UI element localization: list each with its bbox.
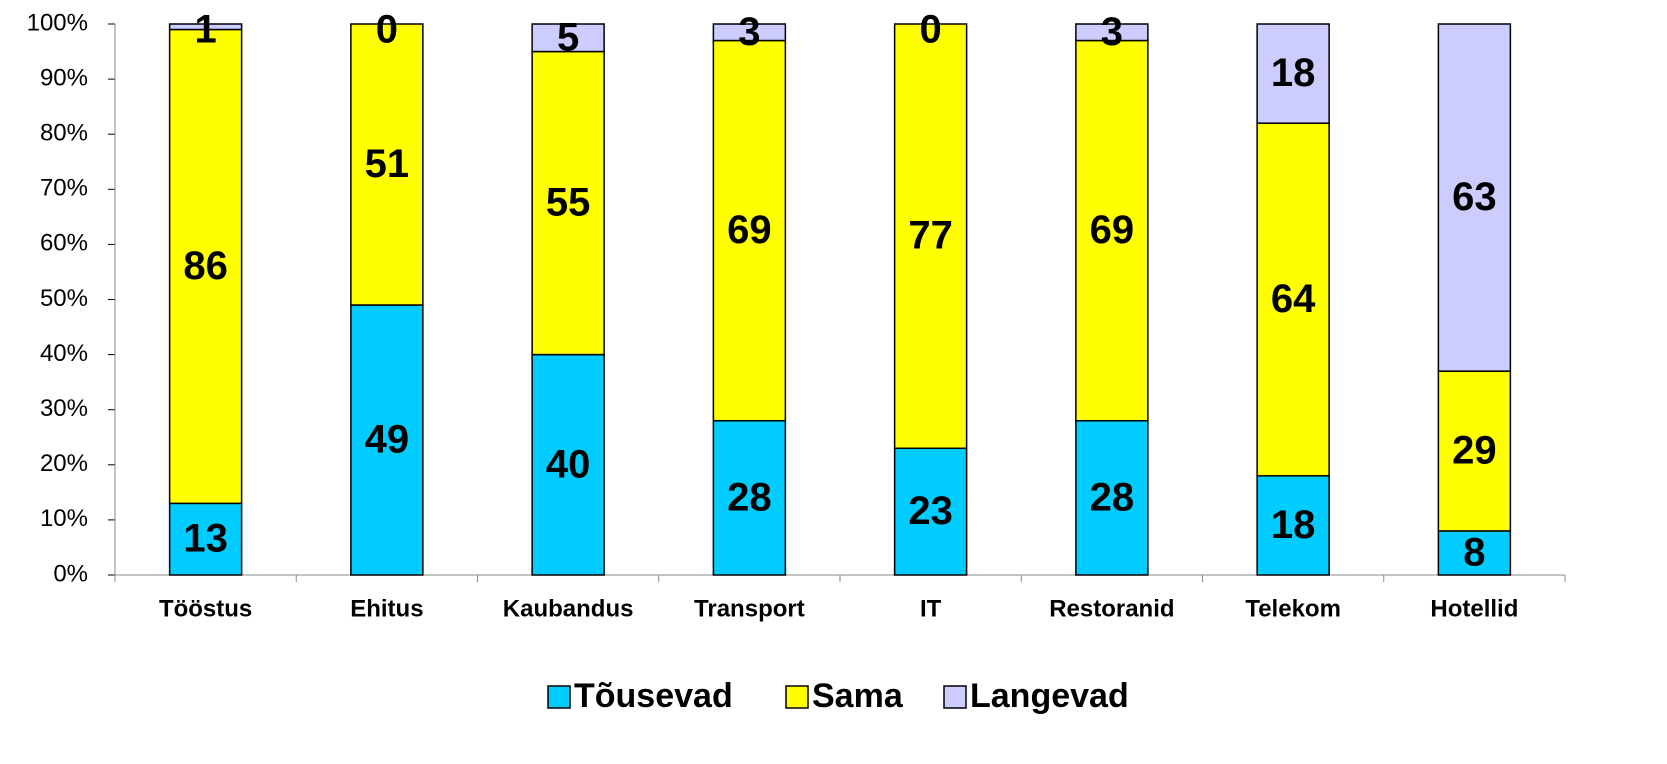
data-label: 8 (1463, 531, 1485, 575)
bar-segment (168, 23, 243, 31)
data-label: 55 (546, 181, 591, 225)
bar-segment (168, 28, 243, 505)
data-label: 64 (1271, 277, 1316, 321)
legend-swatch (943, 685, 967, 709)
bar-segment (1437, 370, 1512, 532)
data-label: 77 (908, 214, 953, 258)
y-tick-label: 10% (40, 505, 88, 532)
y-tick-label: 80% (40, 120, 88, 147)
bar-segment (350, 304, 424, 576)
data-label: 5 (557, 15, 579, 59)
bar-segment (531, 50, 605, 356)
x-tick-label: IT (920, 595, 942, 622)
legend-label: Langevad (970, 677, 1129, 715)
x-tick-label: Kaubandus (503, 595, 634, 622)
legend-swatch (547, 685, 571, 709)
bar-segment (1437, 23, 1512, 372)
data-label: 63 (1452, 175, 1497, 219)
data-label: 28 (1090, 475, 1135, 519)
data-label: 3 (1101, 10, 1123, 54)
y-tick-label: 20% (40, 450, 88, 477)
x-tick-label: Transport (694, 595, 805, 622)
x-tick-label: Telekom (1245, 595, 1341, 622)
y-tick-label: 40% (40, 340, 88, 367)
data-label: 51 (365, 142, 410, 186)
legend-label: Tõusevad (574, 677, 733, 715)
data-label: 29 (1452, 429, 1497, 473)
data-label: 18 (1271, 503, 1316, 547)
bar-segment (531, 23, 605, 53)
bar-segment (893, 23, 968, 450)
data-label: 18 (1271, 51, 1316, 95)
x-tick-label: Tööstus (159, 595, 252, 622)
y-tick-label: 90% (40, 64, 88, 91)
legend-label: Sama (812, 677, 904, 715)
bar-segment (1256, 122, 1330, 477)
data-label: 0 (376, 8, 398, 52)
legend-swatch (785, 685, 809, 709)
bar-segment (712, 39, 787, 422)
bar-segment (1256, 475, 1330, 576)
y-tick-label: 50% (40, 285, 88, 312)
data-label: 40 (546, 442, 591, 486)
y-tick-label: 70% (40, 175, 88, 202)
data-label: 69 (1090, 208, 1135, 252)
data-label: 23 (908, 489, 953, 533)
bar-segment (1075, 39, 1149, 422)
bar-segment (1256, 23, 1330, 124)
data-label: 49 (365, 418, 410, 462)
y-tick-label: 100% (27, 9, 88, 36)
y-tick-label: 0% (53, 560, 88, 587)
bar-segment (350, 23, 424, 306)
bar-segment (712, 23, 787, 42)
y-tick-label: 30% (40, 395, 88, 422)
data-label: 3 (738, 10, 760, 54)
bar-segment (712, 419, 787, 576)
data-label: 28 (727, 475, 772, 519)
data-label: 86 (183, 244, 228, 288)
data-label: 13 (183, 517, 228, 561)
y-tick-label: 60% (40, 230, 88, 257)
bar-segment (1075, 23, 1149, 42)
data-label: 69 (727, 208, 772, 252)
x-tick-label: Restoranid (1049, 595, 1174, 622)
bar-segment (893, 447, 968, 576)
data-label: 0 (920, 8, 942, 52)
bar-segment (1075, 419, 1149, 576)
data-label: 1 (195, 8, 217, 52)
bar-segment (168, 502, 243, 576)
x-tick-label: Hotellid (1430, 595, 1518, 622)
x-tick-label: Ehitus (350, 595, 423, 622)
